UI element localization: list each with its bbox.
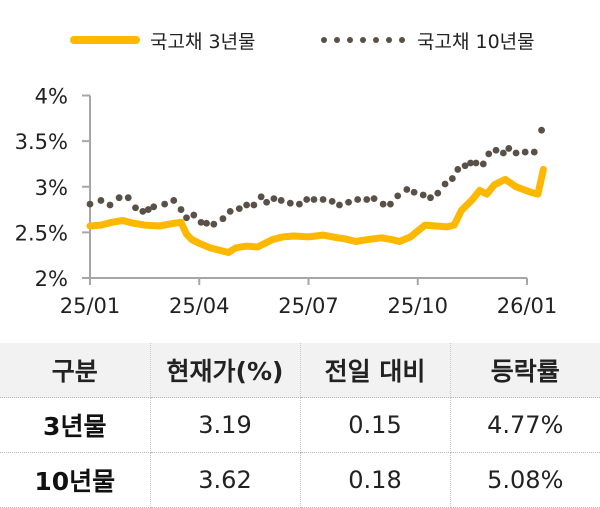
header-rate: 등락률 [450,343,600,398]
x-tick-label: 25/01 [60,294,121,318]
rate-value: 5.08% [450,452,600,508]
x-tick-label: 25/10 [387,294,448,318]
x-tick-label: 26/01 [497,294,558,318]
x-tick-label: 25/07 [278,294,339,318]
header-category: 구분 [0,343,151,398]
x-tick-label: 25/04 [169,294,230,318]
series-3y-line [86,165,547,256]
legend-item-10y: 국고채 10년물 [321,22,535,58]
legend-label-3y: 국고채 3년물 [150,30,256,53]
change-value: 0.15 [300,397,451,453]
x-axis-labels: 25/01 25/04 25/07 25/10 26/01 [60,294,558,318]
legend-dots-swatch-icon [321,37,405,43]
legend-item-3y: 국고채 3년물 [70,22,256,58]
current-value: 3.62 [150,452,301,508]
table-row: 10년물 3.62 0.18 5.08% [0,452,600,508]
row-label: 10년물 [0,452,151,508]
line-chart: 4% 3.5% 3% 2.5% 2% 25/01 25/04 25/07 25/10 26/01 [15,85,558,319]
row-label: 3년물 [0,397,151,453]
y-tick-label: 3% [35,176,68,200]
yield-summary-table: 구분 현재가(%) 전일 대비 등락률 3년물 3.19 0.15 4.77% … [0,343,600,508]
header-current: 현재가(%) [150,343,301,398]
rate-value: 4.77% [450,397,600,453]
table-row: 3년물 3.19 0.15 4.77% [0,397,600,453]
change-value: 0.18 [300,452,451,508]
table-header-row: 구분 현재가(%) 전일 대비 등락률 [0,343,600,398]
y-tick-label: 4% [35,85,68,109]
chart-legend: 국고채 3년물 국고채 10년물 [0,22,600,58]
y-axis-labels: 4% 3.5% 3% 2.5% 2% [15,85,68,292]
y-tick-label: 2% [35,267,68,291]
current-value: 3.19 [150,397,301,453]
legend-line-swatch-icon [70,36,140,44]
series-10y-dots [86,126,545,228]
chart-axes [82,94,528,285]
legend-label-10y: 국고채 10년물 [417,30,535,53]
header-change: 전일 대비 [300,343,451,398]
y-tick-label: 2.5% [15,221,68,245]
y-tick-label: 3.5% [15,130,68,154]
